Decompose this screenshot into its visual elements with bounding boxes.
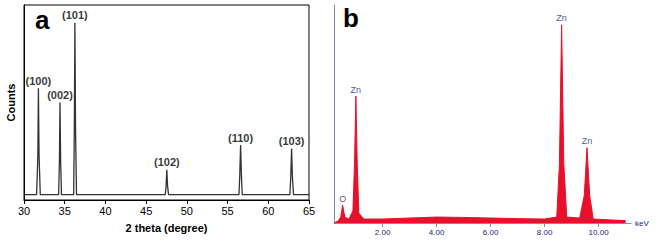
svg-text:Counts: Counts	[5, 84, 17, 122]
svg-text:(101): (101)	[62, 9, 88, 21]
svg-text:Zn: Zn	[582, 136, 593, 146]
svg-text:10.00: 10.00	[589, 228, 610, 237]
svg-text:65: 65	[303, 205, 315, 217]
svg-text:Zn: Zn	[351, 85, 362, 95]
svg-text:30: 30	[18, 205, 30, 217]
svg-text:40: 40	[99, 205, 111, 217]
svg-text:4.00: 4.00	[429, 228, 445, 237]
svg-text:b: b	[343, 3, 359, 33]
svg-text:60: 60	[262, 205, 274, 217]
svg-text:a: a	[35, 5, 50, 35]
svg-text:50: 50	[181, 205, 193, 217]
svg-text:(100): (100)	[26, 75, 52, 87]
svg-text:55: 55	[221, 205, 233, 217]
svg-text:2 theta (degree): 2 theta (degree)	[126, 222, 208, 234]
svg-text:(102): (102)	[154, 156, 180, 168]
svg-text:(002): (002)	[47, 89, 73, 101]
svg-text:keV: keV	[635, 219, 649, 228]
svg-text:(103): (103)	[279, 135, 305, 147]
svg-text:35: 35	[59, 205, 71, 217]
svg-text:O: O	[339, 194, 346, 204]
svg-text:45: 45	[140, 205, 152, 217]
svg-text:2.00: 2.00	[375, 228, 391, 237]
svg-text:Zn: Zn	[556, 13, 567, 23]
svg-text:8.00: 8.00	[537, 228, 553, 237]
svg-text:6.00: 6.00	[483, 228, 499, 237]
svg-text:(110): (110)	[228, 132, 253, 144]
